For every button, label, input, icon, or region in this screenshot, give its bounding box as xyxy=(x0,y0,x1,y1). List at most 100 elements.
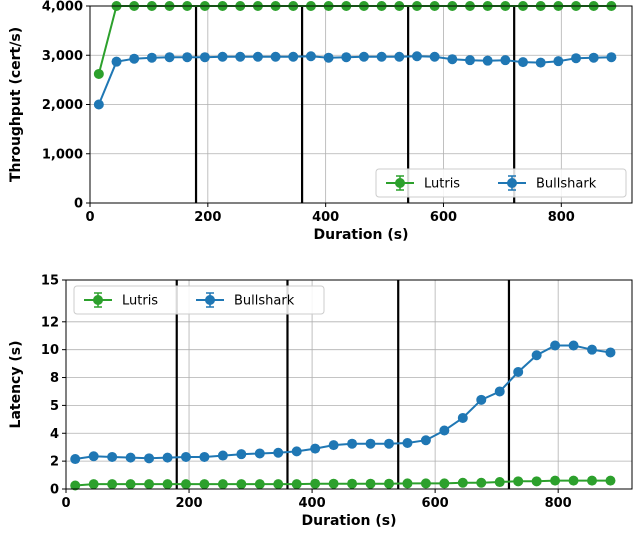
data-point-lutris xyxy=(254,479,265,490)
data-point-bullshark xyxy=(571,53,582,64)
data-point-bullshark xyxy=(588,52,599,63)
data-point-bullshark xyxy=(358,51,369,62)
y-tick-label: 12 xyxy=(41,315,59,330)
data-point-lutris xyxy=(439,478,450,489)
data-point-bullshark xyxy=(182,52,193,63)
legend-item-lutris: Lutris xyxy=(386,175,460,192)
data-point-lutris xyxy=(420,478,431,489)
data-point-bullshark xyxy=(235,51,246,62)
x-tick-label: 600 xyxy=(422,496,449,511)
y-tick-label: 2,000 xyxy=(42,98,83,113)
x-tick-label: 800 xyxy=(545,496,572,511)
x-tick-label: 0 xyxy=(61,496,70,511)
data-point-bullshark xyxy=(365,438,376,449)
x-tick-label: 600 xyxy=(430,210,457,225)
data-point-bullshark xyxy=(273,447,284,458)
data-point-bullshark xyxy=(305,51,316,62)
data-point-lutris xyxy=(402,478,413,489)
data-point-bullshark xyxy=(328,440,339,451)
data-point-bullshark xyxy=(111,56,122,67)
data-point-lutris xyxy=(217,479,228,490)
data-point-bullshark xyxy=(129,53,140,64)
y-tick-label: 4,000 xyxy=(42,0,83,15)
data-point-lutris xyxy=(125,479,136,490)
series-line-lutris xyxy=(75,479,611,487)
data-point-bullshark xyxy=(439,425,450,436)
data-point-bullshark xyxy=(164,52,175,63)
data-point-bullshark xyxy=(605,347,616,358)
x-tick-label: 800 xyxy=(548,210,575,225)
data-point-bullshark xyxy=(535,57,546,68)
y-tick-label: 1,000 xyxy=(42,147,83,162)
data-point-bullshark xyxy=(429,51,440,62)
data-point-lutris xyxy=(199,479,210,490)
data-point-bullshark xyxy=(411,51,422,62)
data-point-bullshark xyxy=(217,51,228,62)
x-axis-label: Duration (s) xyxy=(301,513,396,529)
data-point-bullshark xyxy=(553,56,564,67)
x-tick-label: 400 xyxy=(312,210,339,225)
legend-item-bullshark: Bullshark xyxy=(196,292,295,309)
y-tick-label: 8 xyxy=(50,371,59,386)
data-point-lutris xyxy=(383,478,394,489)
data-point-lutris xyxy=(365,478,376,489)
y-axis-label: Throughput (cert/s) xyxy=(8,27,24,182)
legend-label: Bullshark xyxy=(536,177,597,192)
data-point-bullshark xyxy=(236,449,247,460)
data-point-lutris xyxy=(513,476,524,487)
data-point-lutris xyxy=(550,475,561,486)
x-tick-label: 400 xyxy=(299,496,326,511)
data-point-bullshark xyxy=(180,451,191,462)
series-bullshark xyxy=(70,340,616,465)
legend-marker xyxy=(395,178,405,188)
data-point-bullshark xyxy=(550,340,561,351)
legend: Lutris Bullshark xyxy=(73,285,325,315)
y-tick-label: 3,000 xyxy=(42,49,83,64)
data-point-lutris xyxy=(476,477,487,488)
legend-label: Bullshark xyxy=(234,294,295,309)
data-point-lutris xyxy=(88,479,99,490)
data-point-lutris xyxy=(457,477,468,488)
x-tick-label: 200 xyxy=(175,496,202,511)
data-point-bullshark xyxy=(447,54,458,65)
legend-marker xyxy=(93,295,103,305)
series-line-bullshark xyxy=(97,55,612,105)
data-point-bullshark xyxy=(146,52,157,63)
data-point-bullshark xyxy=(494,386,505,397)
y-tick-label: 15 xyxy=(41,274,59,289)
data-point-lutris xyxy=(162,479,173,490)
data-point-lutris xyxy=(310,478,321,489)
legend-label: Lutris xyxy=(424,177,460,192)
y-tick-label: 0 xyxy=(50,483,59,498)
data-point-lutris xyxy=(93,68,104,79)
data-point-bullshark xyxy=(341,52,352,63)
data-point-bullshark xyxy=(457,412,468,423)
series-line-bullshark xyxy=(75,344,611,460)
data-point-bullshark xyxy=(254,448,265,459)
data-point-bullshark xyxy=(125,452,136,463)
data-point-lutris xyxy=(568,475,579,486)
y-tick-label: 5 xyxy=(50,399,59,414)
data-point-bullshark xyxy=(162,452,173,463)
data-point-bullshark xyxy=(402,438,413,449)
legend-label: Lutris xyxy=(122,294,158,309)
data-point-lutris xyxy=(494,477,505,488)
data-point-lutris xyxy=(328,478,339,489)
data-point-bullshark xyxy=(476,394,487,405)
chart-1: 0 200 400 600 800 0 1,000 2,000 3,000 4,000 Durati… xyxy=(8,0,633,243)
data-point-bullshark xyxy=(482,55,493,66)
data-point-bullshark xyxy=(513,366,524,377)
data-point-bullshark xyxy=(383,438,394,449)
legend-marker xyxy=(507,178,517,188)
data-point-bullshark xyxy=(310,443,321,454)
legend-item-lutris: Lutris xyxy=(84,292,158,309)
data-point-bullshark xyxy=(199,52,210,63)
data-point-lutris xyxy=(107,479,118,490)
y-axis-label: Latency (s) xyxy=(8,341,24,429)
data-point-lutris xyxy=(291,479,302,490)
x-tick-label: 200 xyxy=(194,210,221,225)
data-point-bullshark xyxy=(376,51,387,62)
data-point-bullshark xyxy=(252,51,263,62)
data-point-bullshark xyxy=(531,350,542,361)
